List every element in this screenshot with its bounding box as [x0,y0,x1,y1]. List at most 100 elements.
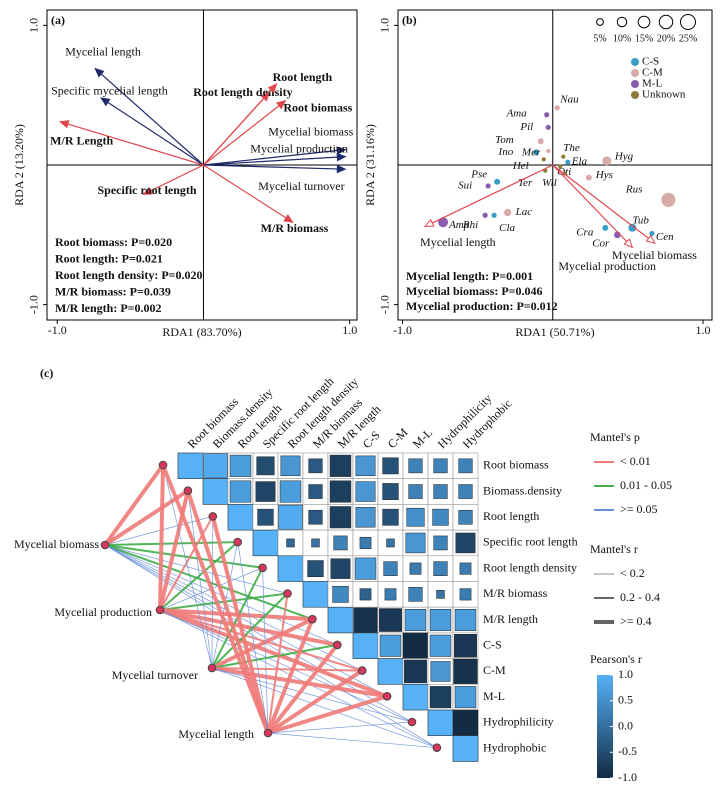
arrow-label: Specific root length [98,183,197,197]
mantel-edge [210,617,315,670]
species-label: Sui [458,179,472,191]
species-label: Wil [542,177,557,189]
p-value-note: M/R biomass: P=0.039 [55,284,171,298]
corr-square [302,581,329,608]
group-legend-dot [631,80,639,88]
species-label: Nau [559,93,579,105]
corr-square [406,507,425,527]
species-label: Lac [515,206,533,218]
corr-square [333,535,348,551]
p-value-note: Mycelial length: P=0.001 [406,269,533,283]
p-value-note: Root length: P=0.021 [55,251,163,265]
env-node [308,614,317,624]
species-label: The [563,142,580,154]
species-point [494,178,501,185]
mantel-edge [162,464,213,669]
species-point [628,223,637,232]
row-label: M/R length [483,612,538,626]
corr-square [430,661,451,682]
y-axis-label: RDA 2 (31.16%) [363,124,377,206]
species-point [546,148,551,154]
group-legend-label: Unknown [642,89,686,101]
species-label: Amp [448,219,470,231]
species-label: Ela [571,156,588,168]
arrow [203,149,346,166]
arrow-label: Mycelial length [65,44,141,58]
species-label: Cen [656,231,674,243]
arrow-head [94,67,105,78]
x-tick-label: -1.0 [48,323,67,337]
env-node [258,563,267,573]
corr-square [429,634,452,657]
mantel-edge [158,463,165,612]
corr-square [405,532,426,554]
mantel-edge [103,488,190,547]
corr-square [386,538,395,548]
corr-square [433,458,448,474]
env-node [158,460,168,470]
colorbar [597,675,613,778]
corr-square [311,538,320,548]
corr-square [355,507,376,528]
row-label: C-S [483,638,502,652]
species-label: Pil [519,121,533,133]
species-point [537,138,544,145]
species-label: Cor [592,237,610,249]
species-point [585,174,592,181]
arrow-head [276,99,287,110]
size-legend-label: 5% [593,33,606,44]
species-point [554,105,560,111]
corr-square [382,508,399,526]
corr-square [382,483,399,500]
size-legend-label: 15% [635,33,653,44]
corr-square [402,632,429,659]
group-legend-dot [631,69,639,77]
corr-square [377,658,404,685]
species-label: Hel [512,160,529,172]
arrow [552,164,656,244]
arrow [552,164,633,248]
mantel-edge [267,721,413,734]
cell [252,504,279,531]
arrow-head [142,186,154,195]
corr-square [257,508,274,526]
mantel-edge [210,666,390,699]
corr-square [433,535,448,551]
corr-square [455,532,476,554]
corr-square [436,590,445,599]
mantel-edge [158,608,390,699]
mantel-edge [159,609,438,749]
corr-square [330,558,351,579]
size-legend-label: 25% [679,33,697,44]
legend-label: >= 0.4 [620,614,652,628]
species-point [661,192,676,207]
arrow [59,121,204,166]
species-point [504,208,512,217]
row-label: C-M [483,663,506,677]
arrow [203,100,286,166]
env-node [233,537,242,547]
corr-square [308,509,323,525]
corr-square [256,456,275,476]
y-axis-label: RDA 2 (13.20%) [12,124,26,206]
legend-label: 0.2 - 0.4 [620,590,660,604]
arrow-head [283,214,294,223]
mantel-edge [211,643,339,669]
species-label: Mer [521,147,541,159]
corr-square [203,453,228,479]
arrow-head [267,83,278,94]
corr-square [277,555,304,582]
arrow [203,156,346,166]
corr-square [332,585,349,603]
arrow-label: Root length density [193,85,292,99]
corr-square [354,557,377,580]
size-legend-circle [680,14,696,30]
corr-square [379,634,402,657]
x-tick-label: -1.0 [393,323,412,337]
row-label: Root length [483,509,539,523]
env-node [183,486,193,496]
arrow-head [58,120,70,129]
arrow-label: M/R biomass [261,221,329,235]
env-node [333,640,342,650]
